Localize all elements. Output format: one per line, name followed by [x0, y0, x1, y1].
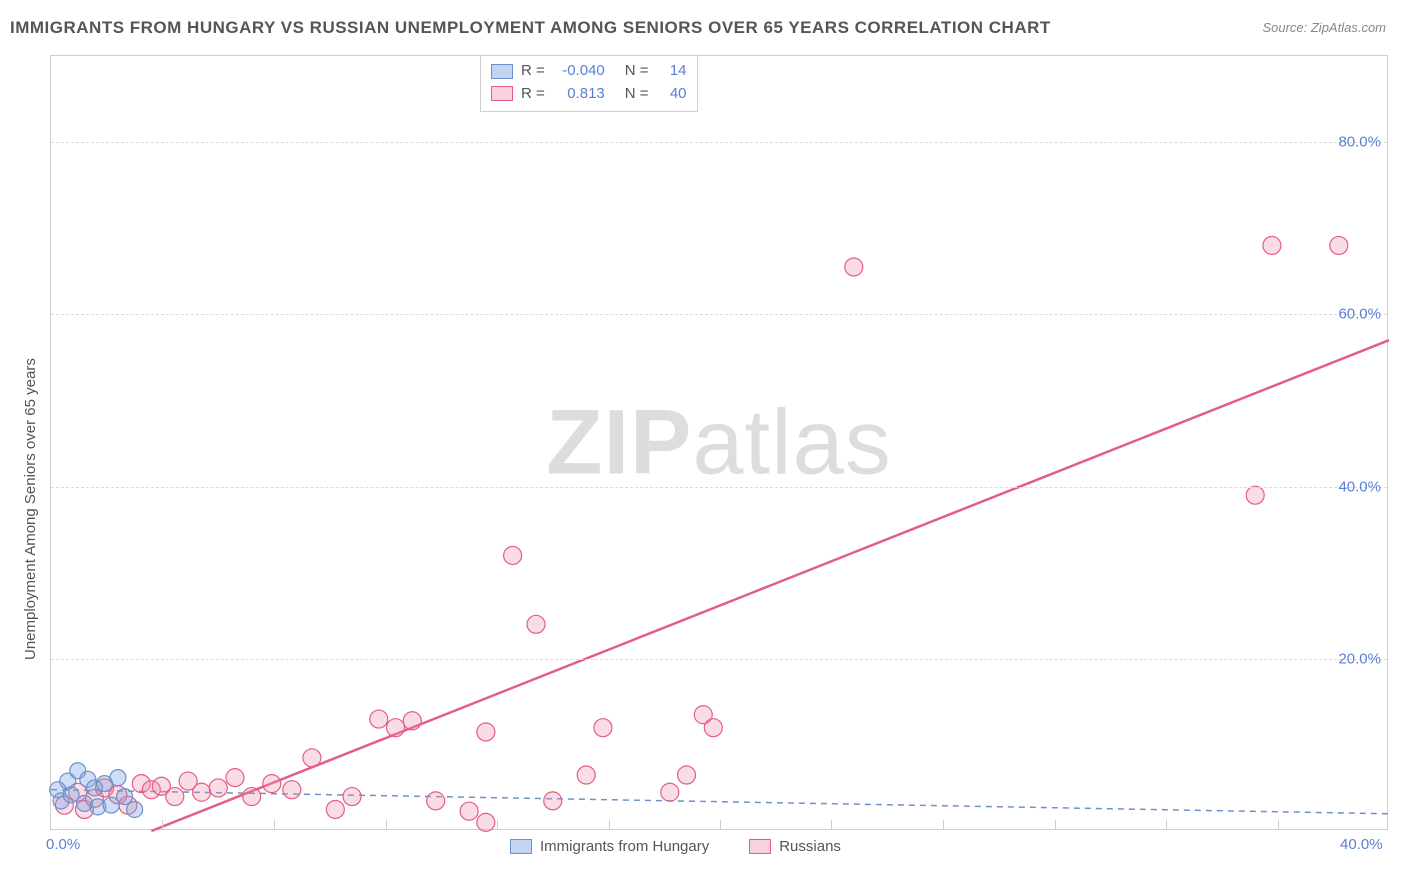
n-label: N =: [625, 60, 649, 83]
russians-point: [263, 775, 281, 793]
russians-point: [326, 800, 344, 818]
r-value: 0.813: [553, 83, 605, 106]
x-tick: [1278, 820, 1279, 830]
russians-point: [594, 719, 612, 737]
legend-label: Russians: [779, 838, 841, 855]
n-value: 40: [657, 83, 687, 106]
x-tick: [609, 820, 610, 830]
n-label: N =: [625, 83, 649, 106]
grid-line: [51, 487, 1387, 488]
x-tick: [943, 820, 944, 830]
hungary-point: [50, 782, 66, 798]
russians-point: [427, 792, 445, 810]
r-value: -0.040: [553, 60, 605, 83]
russians-point: [209, 779, 227, 797]
x-tick: [831, 820, 832, 830]
plot-svg: [51, 56, 1389, 831]
russians-point: [166, 788, 184, 806]
legend-swatch: [491, 64, 513, 79]
russians-point: [504, 546, 522, 564]
x-tick: [1055, 820, 1056, 830]
x-tick: [274, 820, 275, 830]
legend-item: Russians: [749, 838, 841, 855]
russians-point: [387, 719, 405, 737]
russians-point: [403, 712, 421, 730]
russians-point: [226, 769, 244, 787]
russians-point: [283, 781, 301, 799]
correlation-stats-box: R = -0.040 N = 14 R = 0.813 N = 40: [480, 55, 698, 112]
russians-point: [1263, 236, 1281, 254]
russians-point: [193, 783, 211, 801]
x-tick: [497, 820, 498, 830]
x-tick: [720, 820, 721, 830]
stats-row: R = 0.813 N = 40: [491, 83, 687, 106]
series-legend: Immigrants from Hungary Russians: [510, 838, 841, 855]
stats-row: R = -0.040 N = 14: [491, 60, 687, 83]
y-tick-label: 20.0%: [1338, 650, 1381, 667]
legend-item: Immigrants from Hungary: [510, 838, 709, 855]
y-axis-label: Unemployment Among Seniors over 65 years: [22, 358, 39, 660]
russians-point: [577, 766, 595, 784]
n-value: 14: [657, 60, 687, 83]
r-label: R =: [521, 83, 545, 106]
x-tick-label: 40.0%: [1340, 836, 1383, 853]
r-label: R =: [521, 60, 545, 83]
source-attribution: Source: ZipAtlas.com: [1262, 20, 1386, 35]
russians-point: [460, 802, 478, 820]
scatter-plot-area: ZIPatlas 20.0%40.0%60.0%80.0%: [50, 55, 1388, 830]
x-tick: [162, 820, 163, 830]
title-bar: IMMIGRANTS FROM HUNGARY VS RUSSIAN UNEMP…: [10, 18, 1396, 46]
x-tick: [1166, 820, 1167, 830]
chart-title: IMMIGRANTS FROM HUNGARY VS RUSSIAN UNEMP…: [10, 18, 1051, 37]
y-tick-label: 40.0%: [1338, 478, 1381, 495]
russians-point: [544, 792, 562, 810]
hungary-point: [110, 770, 126, 786]
legend-swatch: [749, 839, 771, 854]
legend-swatch: [510, 839, 532, 854]
russians-point: [370, 710, 388, 728]
russians-point: [243, 788, 261, 806]
grid-line: [51, 142, 1387, 143]
russians-point: [661, 783, 679, 801]
russians-point: [303, 749, 321, 767]
legend-label: Immigrants from Hungary: [540, 838, 709, 855]
y-tick-label: 60.0%: [1338, 306, 1381, 323]
y-tick-label: 80.0%: [1338, 134, 1381, 151]
x-tick: [386, 820, 387, 830]
russians-point: [1330, 236, 1348, 254]
legend-swatch: [491, 86, 513, 101]
russians-point: [343, 788, 361, 806]
grid-line: [51, 314, 1387, 315]
russians-point: [678, 766, 696, 784]
grid-line: [51, 659, 1387, 660]
russians-point: [1246, 486, 1264, 504]
russians-point: [704, 719, 722, 737]
hungary-point: [127, 801, 143, 817]
russians-point: [527, 615, 545, 633]
russians-trend-line: [151, 340, 1389, 831]
russians-point: [477, 813, 495, 831]
russians-point: [845, 258, 863, 276]
x-tick-label: 0.0%: [46, 836, 80, 853]
russians-point: [477, 723, 495, 741]
